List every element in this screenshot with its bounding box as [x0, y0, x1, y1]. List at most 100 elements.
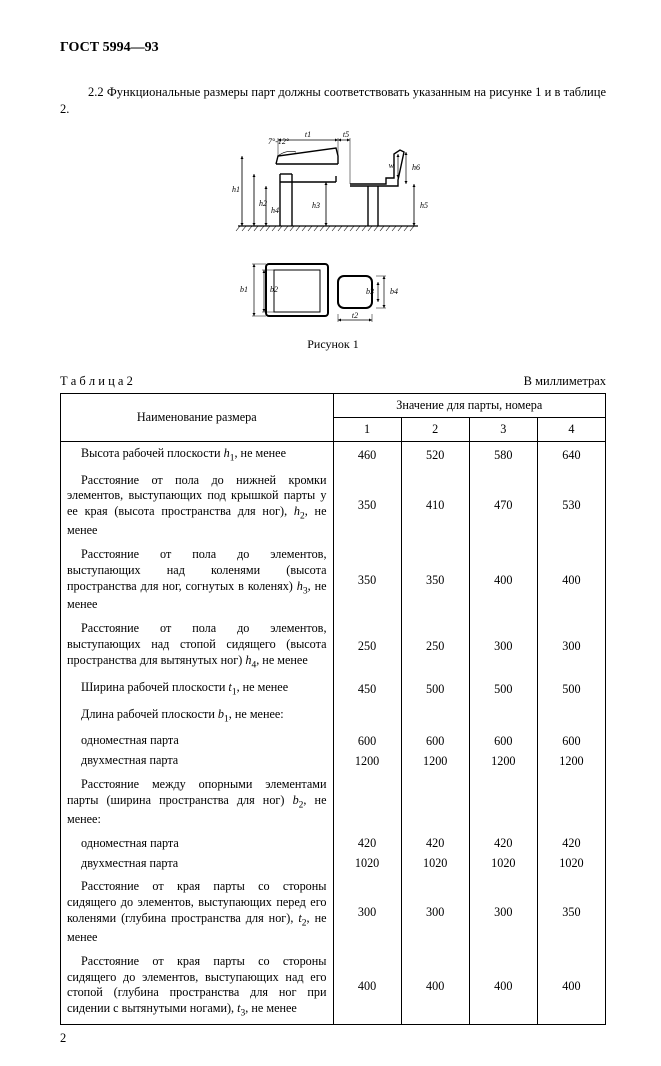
row-name: Ширина рабочей плоскости t1, не менее: [61, 676, 334, 703]
row-value: 600: [537, 729, 605, 753]
row-name: Высота рабочей плоскости h1, не менее: [61, 441, 334, 468]
th-col-2: 2: [401, 417, 469, 441]
figure-1-caption: Рисунок 1: [60, 337, 606, 352]
svg-text:h4: h4: [271, 206, 279, 215]
table-row: Расстояние между опорными элементами пар…: [61, 773, 606, 832]
row-value: 350: [333, 469, 401, 543]
th-col-4: 4: [537, 417, 605, 441]
svg-text:t2: t2: [352, 311, 358, 320]
row-name: одноместная парта: [61, 729, 334, 753]
table-row: Высота рабочей плоскости h1, не менее460…: [61, 441, 606, 468]
table-row: Длина рабочей плоскости b1, не менее:: [61, 703, 606, 730]
row-value: 300: [333, 875, 401, 949]
row-name: Длина рабочей плоскости b1, не менее:: [61, 703, 334, 730]
table-row: одноместная парта420420420420: [61, 832, 606, 856]
row-value: 580: [469, 441, 537, 468]
row-value: 520: [401, 441, 469, 468]
svg-text:w: w: [389, 161, 395, 170]
row-value: [333, 703, 401, 730]
svg-text:b3: b3: [366, 287, 374, 296]
row-value: [333, 773, 401, 832]
th-name: Наименование размера: [61, 393, 334, 441]
table-head: Наименование размера Значение для парты,…: [61, 393, 606, 441]
row-value: 1200: [469, 753, 537, 773]
row-value: 400: [537, 543, 605, 617]
th-col-3: 3: [469, 417, 537, 441]
document-header: ГОСТ 5994—93: [60, 40, 606, 56]
row-value: 600: [469, 729, 537, 753]
row-value: 1020: [537, 856, 605, 876]
table-row: Ширина рабочей плоскости t1, не менее450…: [61, 676, 606, 703]
row-value: [401, 773, 469, 832]
row-name: Расстояние от пола до нижней кромки элем…: [61, 469, 334, 543]
row-value: 420: [537, 832, 605, 856]
row-value: 420: [401, 832, 469, 856]
row-value: 350: [401, 543, 469, 617]
row-value: 500: [469, 676, 537, 703]
row-name: Расстояние от пола до элементов, выступа…: [61, 543, 334, 617]
page-number: 2: [60, 1031, 606, 1046]
row-name: Расстояние от края парты со стороны сидя…: [61, 950, 334, 1025]
figure-1: 7°-12°t1t5h1h2h4h3h5h6wb1b2t2b4b3: [60, 126, 606, 331]
row-value: 1200: [537, 753, 605, 773]
row-value: [401, 703, 469, 730]
row-value: 470: [469, 469, 537, 543]
row-value: 460: [333, 441, 401, 468]
row-name: двухместная парта: [61, 856, 334, 876]
row-value: 400: [469, 950, 537, 1025]
row-value: 450: [333, 676, 401, 703]
th-col-1: 1: [333, 417, 401, 441]
svg-text:b1: b1: [240, 285, 248, 294]
figure-1-svg: 7°-12°t1t5h1h2h4h3h5h6wb1b2t2b4b3: [218, 126, 448, 326]
svg-text:t5: t5: [343, 130, 349, 139]
table-body: Высота рабочей плоскости h1, не менее460…: [61, 441, 606, 1024]
row-value: [537, 773, 605, 832]
svg-text:7°-12°: 7°-12°: [268, 137, 290, 146]
row-value: 1200: [333, 753, 401, 773]
row-value: 400: [401, 950, 469, 1025]
row-value: 600: [401, 729, 469, 753]
row-value: 250: [333, 617, 401, 676]
svg-text:b2: b2: [270, 285, 278, 294]
row-value: [469, 703, 537, 730]
row-value: 250: [401, 617, 469, 676]
table-row: двухместная парта1020102010201020: [61, 856, 606, 876]
page: ГОСТ 5994—93 2.2 Функциональные размеры …: [0, 0, 661, 1066]
row-value: 500: [401, 676, 469, 703]
th-group: Значение для парты, номера: [333, 393, 606, 417]
table-header-line: Т а б л и ц а 2 В миллиметрах: [60, 374, 606, 389]
row-value: 1020: [333, 856, 401, 876]
row-value: 410: [401, 469, 469, 543]
svg-text:h3: h3: [312, 201, 320, 210]
row-value: 500: [537, 676, 605, 703]
row-value: 300: [537, 617, 605, 676]
table-label: Т а б л и ц а 2: [60, 374, 133, 389]
svg-text:h1: h1: [232, 185, 240, 194]
paragraph-2-2: 2.2 Функциональные размеры парт должны с…: [60, 84, 606, 118]
row-name: Расстояние от края парты со стороны сидя…: [61, 875, 334, 949]
svg-text:h5: h5: [420, 201, 428, 210]
table-row: двухместная парта1200120012001200: [61, 753, 606, 773]
row-value: [469, 773, 537, 832]
row-value: 400: [469, 543, 537, 617]
row-value: 640: [537, 441, 605, 468]
row-value: 300: [469, 617, 537, 676]
table-row: одноместная парта600600600600: [61, 729, 606, 753]
row-name: Расстояние от пола до элементов, выступа…: [61, 617, 334, 676]
row-value: [537, 703, 605, 730]
row-value: 1020: [401, 856, 469, 876]
table-row: Расстояние от края парты со стороны сидя…: [61, 875, 606, 949]
row-value: 420: [333, 832, 401, 856]
svg-text:t1: t1: [305, 130, 311, 139]
row-value: 300: [469, 875, 537, 949]
row-name: одноместная парта: [61, 832, 334, 856]
row-value: 600: [333, 729, 401, 753]
table-row: Расстояние от пола до нижней кромки элем…: [61, 469, 606, 543]
svg-text:b4: b4: [390, 287, 398, 296]
row-value: 400: [333, 950, 401, 1025]
table-units: В миллиметрах: [524, 374, 606, 389]
row-value: 530: [537, 469, 605, 543]
row-value: 350: [333, 543, 401, 617]
row-value: 1200: [401, 753, 469, 773]
row-value: 350: [537, 875, 605, 949]
